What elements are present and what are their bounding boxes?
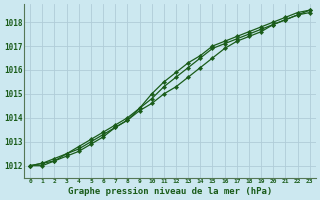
X-axis label: Graphe pression niveau de la mer (hPa): Graphe pression niveau de la mer (hPa): [68, 187, 272, 196]
